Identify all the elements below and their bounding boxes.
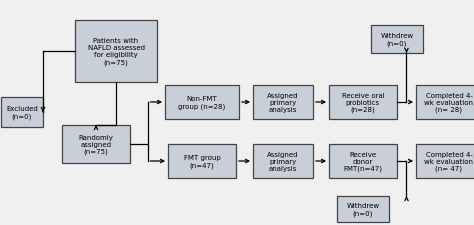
FancyBboxPatch shape: [337, 196, 389, 222]
Text: Withdrew
(n=0): Withdrew (n=0): [381, 33, 413, 47]
Text: Completed 4-
wk evaluation
(n= 47): Completed 4- wk evaluation (n= 47): [425, 151, 474, 171]
FancyBboxPatch shape: [329, 144, 397, 178]
FancyBboxPatch shape: [329, 86, 397, 119]
FancyBboxPatch shape: [253, 86, 313, 119]
FancyBboxPatch shape: [1, 98, 43, 127]
Text: Randomly
assigned
(n=75): Randomly assigned (n=75): [79, 134, 113, 155]
Text: Completed 4-
wk evaluation
(n= 28): Completed 4- wk evaluation (n= 28): [425, 92, 474, 113]
Text: Withdrew
(n=0): Withdrew (n=0): [346, 202, 380, 216]
FancyBboxPatch shape: [416, 86, 474, 119]
FancyBboxPatch shape: [371, 26, 423, 54]
Text: Assigned
primary
analysis: Assigned primary analysis: [267, 93, 299, 112]
FancyBboxPatch shape: [165, 86, 239, 119]
FancyBboxPatch shape: [253, 144, 313, 178]
Text: Non-FMT
group (n=28): Non-FMT group (n=28): [178, 96, 226, 109]
Text: Assigned
primary
analysis: Assigned primary analysis: [267, 151, 299, 171]
Text: Receive oral
probiotics
(n=28): Receive oral probiotics (n=28): [342, 92, 384, 113]
FancyBboxPatch shape: [416, 144, 474, 178]
FancyBboxPatch shape: [168, 144, 236, 178]
FancyBboxPatch shape: [62, 126, 130, 163]
Text: Excluded
(n=0): Excluded (n=0): [6, 106, 38, 119]
Text: FMT group
(n=47): FMT group (n=47): [183, 155, 220, 168]
FancyBboxPatch shape: [75, 21, 157, 83]
Text: Patients with
NAFLD assessed
for eligibility
(n=75): Patients with NAFLD assessed for eligibi…: [88, 38, 145, 65]
Text: Receive
donor
FMT(n=47): Receive donor FMT(n=47): [344, 151, 383, 171]
